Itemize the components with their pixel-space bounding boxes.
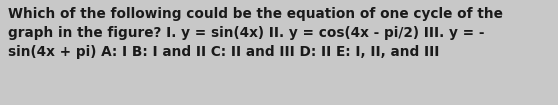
Text: Which of the following could be the equation of one cycle of the
graph in the fi: Which of the following could be the equa… bbox=[8, 7, 503, 59]
